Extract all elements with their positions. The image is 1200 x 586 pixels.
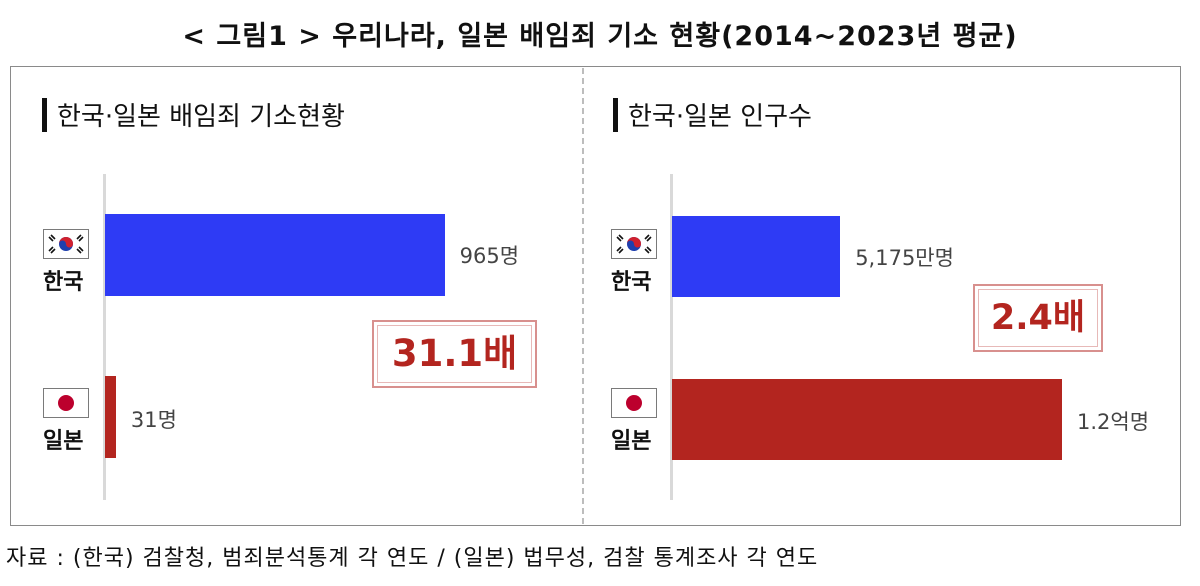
category-label-korea: 한국 [43,270,84,295]
japan-flag-icon [611,388,657,418]
source-note: 자료 : (한국) 검찰청, 범죄분석통계 각 연도 / (일본) 법무성, 검… [6,546,819,571]
value-label-korea: 5,175만명 [855,246,954,270]
panel-title-text: 한국·일본 배임죄 기소현황 [57,102,345,132]
bar-korea [672,216,841,297]
y-axis [670,174,673,500]
figure-title: < 그림1 > 우리나라, 일본 배임죄 기소 현황(2014~2023년 평균… [182,21,1018,52]
category-label-japan: 일본 [611,429,652,454]
korea-flag-icon [43,229,89,259]
category-label-korea: 한국 [611,270,652,295]
ratio-annotation: 2.4배 [973,284,1103,352]
bar-japan [672,379,1062,460]
indictment-panel: 한국·일본 배임죄 기소현황 한국 일본 965명 31명 31.1배 [10,66,582,526]
chart-frame [10,66,1181,526]
bar-japan [105,376,116,458]
ratio-annotation: 31.1배 [372,320,537,388]
panel-title: 한국·일본 인구수 [613,96,812,133]
panel-divider [582,68,584,524]
title-marker [613,98,618,132]
korea-flag-icon [611,229,657,259]
value-label-korea: 965명 [459,244,520,268]
panel-title-text: 한국·일본 인구수 [628,102,812,132]
bar-korea [105,214,445,296]
panel-title: 한국·일본 배임죄 기소현황 [42,96,345,133]
title-marker [42,98,47,132]
value-label-japan: 31명 [130,408,177,432]
japan-flag-icon [43,388,89,418]
population-panel: 한국·일본 인구수 한국 일본 5,175만명 1.2억명 2.4배 [583,66,1181,526]
category-label-japan: 일본 [43,429,84,454]
y-axis [103,174,106,500]
value-label-japan: 1.2억명 [1077,410,1150,434]
